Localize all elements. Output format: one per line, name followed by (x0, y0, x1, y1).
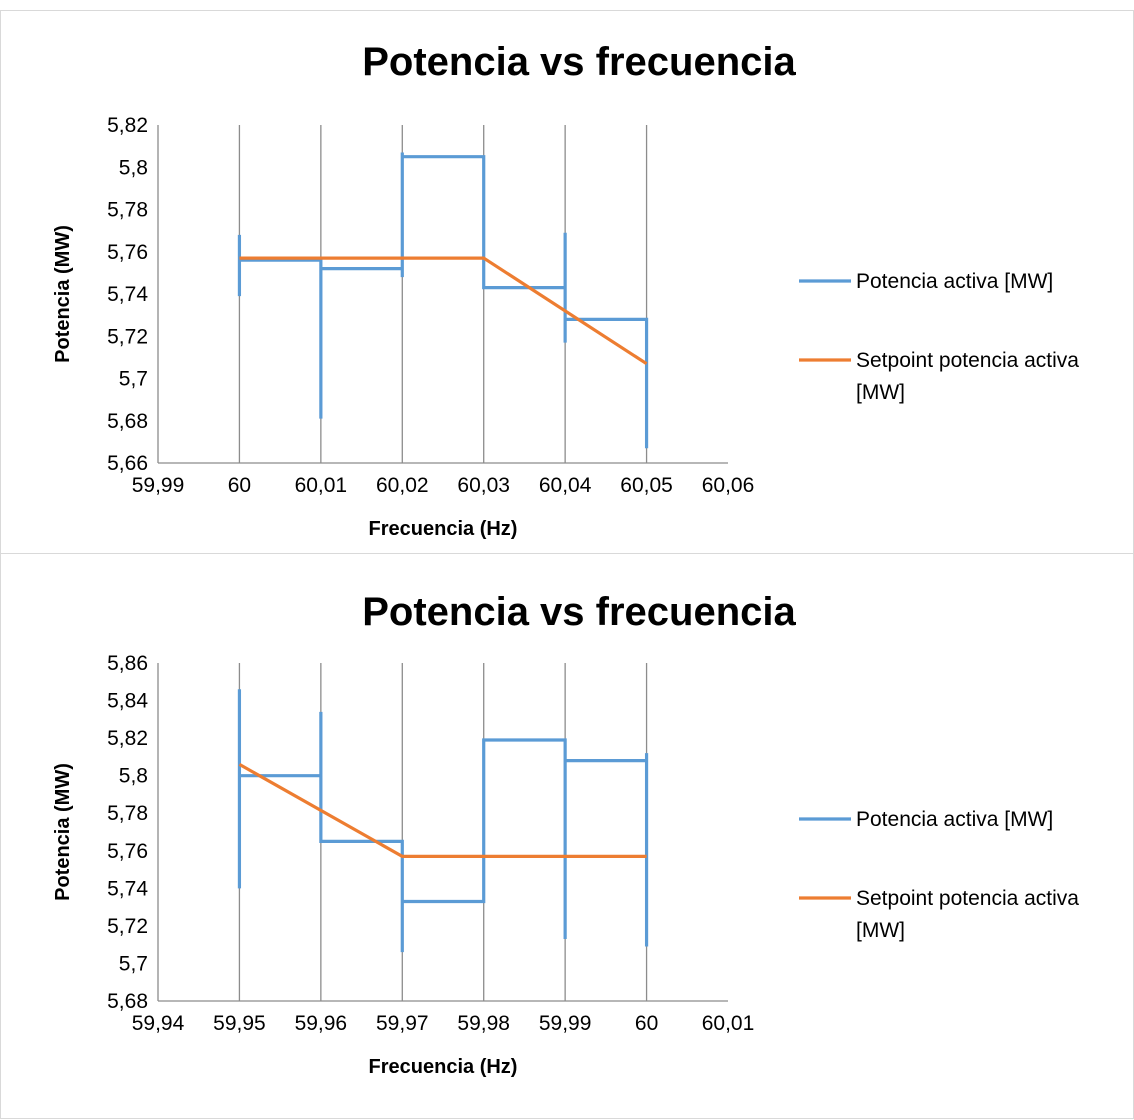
legend-label: Setpoint potencia activa [MW] (856, 349, 1079, 404)
x-tick-label: 60,01 (702, 1012, 755, 1035)
y-tick-label: 5,68 (107, 990, 148, 1013)
chart-title: Potencia vs frecuencia (362, 40, 796, 84)
y-tick-label: 5,78 (107, 802, 148, 825)
chart-1: Potencia vs frecuencia 5,66 5,68 5,7 5,72 5,7… (52, 40, 1079, 540)
y-tick-label: 5,86 (107, 652, 148, 675)
y-tick-label: 5,68 (107, 410, 148, 433)
legend-label: Potencia activa [MW] (856, 808, 1053, 831)
x-tick-label: 60,05 (620, 474, 673, 497)
y-tick-label: 5,74 (107, 283, 148, 306)
x-tick-label: 60,01 (295, 474, 348, 497)
y-tick-label: 5,84 (107, 690, 148, 713)
legend-label: Potencia activa [MW] (856, 270, 1053, 293)
y-tick-label: 5,74 (107, 877, 148, 900)
y-tick-label: 5,7 (119, 952, 148, 975)
x-axis-title: Frecuencia (Hz) (369, 1056, 518, 1078)
chart-title: Potencia vs frecuencia (362, 590, 796, 634)
x-tick-label: 60,04 (539, 474, 592, 497)
y-tick-label: 5,78 (107, 199, 148, 222)
y-tick-label: 5,82 (107, 727, 148, 750)
x-tick-label: 59,97 (376, 1012, 429, 1035)
x-tick-label: 60,03 (457, 474, 510, 497)
y-axis-title: Potencia (MW) (52, 225, 74, 363)
x-tick-label: 59,99 (539, 1012, 592, 1035)
series-line-setpoint (238, 763, 647, 859)
chart-2: Potencia vs frecuencia 5,68 5,7 5,72 5,74 5,7… (52, 590, 1079, 1078)
legend-label: Setpoint potencia activa [MW] (856, 887, 1079, 942)
x-tick-label: 59,98 (457, 1012, 510, 1035)
x-tick-label: 59,95 (213, 1012, 266, 1035)
y-tick-label: 5,82 (107, 114, 148, 137)
series-line-potencia-activa (237, 152, 649, 449)
x-axis-title: Frecuencia (Hz) (369, 518, 518, 540)
y-tick-label: 5,7 (119, 368, 148, 391)
y-tick-label: 5,8 (119, 765, 148, 788)
y-tick-label: 5,76 (107, 840, 148, 863)
chart-panel-2: Potencia vs frecuencia 5,68 5,7 5,72 5,74 5,7… (0, 553, 1134, 1119)
x-tick-label: 59,99 (132, 474, 185, 497)
y-tick-label: 5,76 (107, 241, 148, 264)
y-tick-label: 5,8 (119, 156, 148, 179)
y-axis-title: Potencia (MW) (52, 763, 74, 901)
series-line-potencia-activa (237, 689, 649, 953)
y-tick-label: 5,72 (107, 915, 148, 938)
chart-panel-1: Potencia vs frecuencia 5,66 5,68 5,7 5,72 5,7… (0, 10, 1134, 555)
y-tick-label: 5,72 (107, 325, 148, 348)
x-tick-label: 60 (635, 1012, 658, 1035)
x-tick-label: 60 (228, 474, 251, 497)
x-tick-label: 60,06 (702, 474, 755, 497)
x-tick-label: 59,94 (132, 1012, 185, 1035)
x-tick-label: 59,96 (295, 1012, 348, 1035)
y-tick-label: 5,66 (107, 452, 148, 475)
series-line-setpoint (239, 256, 648, 366)
x-tick-label: 60,02 (376, 474, 429, 497)
